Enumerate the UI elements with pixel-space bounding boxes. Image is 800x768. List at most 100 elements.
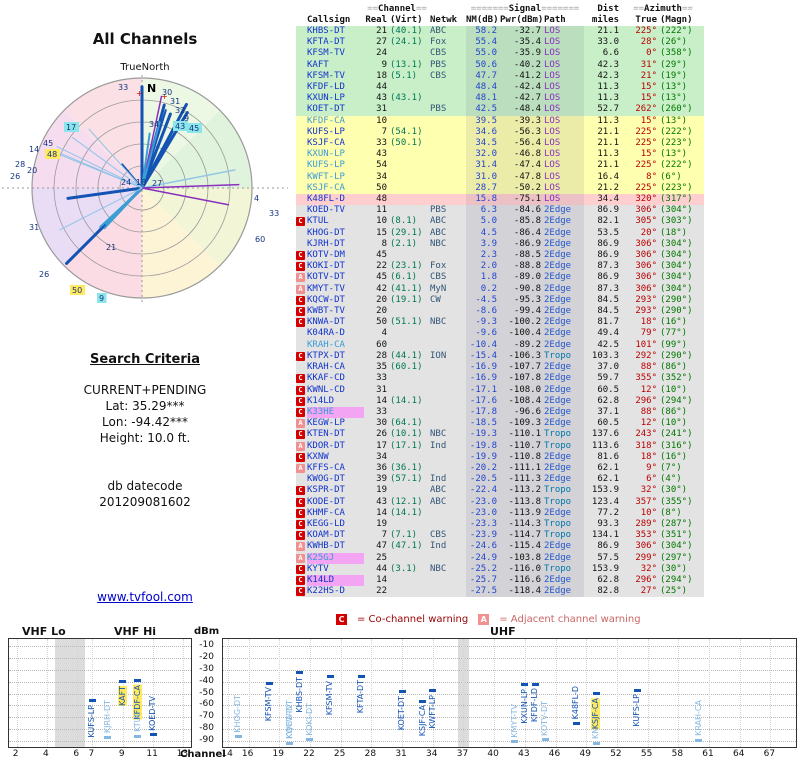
network-cell: Ind [430, 541, 447, 552]
callsign-link[interactable]: KFSM-TV [307, 48, 345, 59]
callsign-link[interactable]: KNWA-DT [307, 317, 345, 328]
x-tick-label: 19 [272, 749, 284, 759]
tvfool-site-link[interactable]: www.tvfool.com [97, 590, 193, 604]
callsign-link[interactable]: KODE-DT [307, 496, 345, 507]
signal-marker [398, 690, 406, 694]
path-cell: Tropo [544, 496, 584, 508]
real-channel-cell: 15 [376, 227, 387, 238]
table-row: KFDF-LD 44 48.4 -42.4 LOS 11.3 15° (13°) [296, 82, 704, 94]
path-cell: 2Edge [544, 406, 584, 419]
callsign-link[interactable]: K33HE [307, 406, 335, 417]
callsign-link[interactable]: KKAF-CD [307, 373, 345, 384]
col-true: True [635, 15, 657, 25]
callsign-link[interactable]: KTEN-DT [307, 429, 345, 440]
callsign-link[interactable]: KOAM-DT [307, 530, 345, 541]
distance-cell: 11.3 [597, 149, 619, 160]
callsign-link[interactable]: K14LD [307, 574, 335, 585]
callsign-link[interactable]: KAFT [307, 59, 329, 70]
callsign-link[interactable]: K48FL-D [307, 194, 345, 205]
virtual-channel-cell: (10.1) [390, 429, 423, 440]
callsign-link[interactable]: K25GJ [307, 552, 335, 563]
callsign-link[interactable]: KEGW-LP [307, 418, 345, 429]
real-channel-cell: 28 [376, 350, 387, 361]
callsign-link[interactable]: K04RA-D [307, 328, 345, 339]
callsign-link[interactable]: KFTA-DT [307, 37, 345, 48]
callsign-link[interactable]: KWFT-LP [307, 171, 345, 182]
callsign-link[interactable]: KOKI-DT [307, 261, 345, 272]
callsign-link[interactable]: KUFS-LP [307, 126, 345, 137]
signal-marker [531, 682, 539, 686]
callsign-cell: KJRH-DT [307, 239, 364, 250]
callsign-link[interactable]: KDOR-DT [307, 440, 345, 451]
callsign-link[interactable]: KFSM-TV [307, 70, 345, 81]
callsign-link[interactable]: KOET-DT [307, 104, 345, 115]
nm-db-cell: 48.4 [466, 82, 500, 94]
callsign-link[interactable]: KSPR-DT [307, 485, 345, 496]
network-cell [430, 519, 466, 530]
callsign-link[interactable]: KJRH-DT [307, 238, 345, 249]
callsign-link[interactable]: KWHB-DT [307, 541, 345, 552]
callsign-link[interactable]: KTPX-DT [307, 350, 345, 361]
table-row: KWOG-DT 39 (57.1) Ind -20.5 -111.3 2Edge… [296, 474, 704, 486]
callsign-link[interactable]: KOTV-DM [307, 250, 345, 261]
callsign-link[interactable]: KWNL-CD [307, 384, 345, 395]
azimuth-true-cell: 79° [640, 328, 657, 339]
callsign-link[interactable]: KXNW [307, 451, 329, 462]
pwr-dbm-cell: -110.1 [500, 429, 544, 441]
network-cell: CBS [430, 272, 447, 283]
callsign-link[interactable]: KMYT-TV [307, 283, 345, 294]
pwr-dbm-cell: -47.4 [500, 160, 544, 172]
azimuth-magnetic-cell: (351°) [660, 530, 693, 541]
callsign-link[interactable]: KRAH-CA [307, 339, 345, 350]
callsign-link[interactable]: KOED-TV [307, 205, 345, 216]
nm-db-cell: 2.3 [466, 250, 500, 262]
callsign-link[interactable]: KTUL [307, 216, 329, 227]
nm-db-cell: -22.4 [466, 485, 500, 497]
callsign-link[interactable]: KOTV-DT [307, 272, 345, 283]
callsign-link[interactable]: KSJF-CA [307, 138, 345, 149]
azimuth-magnetic-cell: (304°) [660, 541, 693, 552]
callsign-link[interactable]: KXUN-LP [307, 93, 345, 104]
callsign-link[interactable]: KHMF-CA [307, 507, 345, 518]
callsign-link[interactable]: KFDF-LD [307, 82, 345, 93]
callsign-link[interactable]: KHOG-DT [307, 227, 345, 238]
callsign-link[interactable]: KEGG-LD [307, 518, 345, 529]
co-channel-warning-badge: C [296, 318, 305, 328]
callsign-link[interactable]: KFFS-CA [307, 462, 345, 473]
table-row: C KNWA-DT 50 (51.1) NBC -9.3 -100.2 2Edg… [296, 317, 704, 329]
callsign-link[interactable]: K14LD [307, 395, 335, 406]
callsign-link[interactable]: KWOG-DT [307, 474, 345, 485]
callsign-link[interactable]: KYTV [307, 563, 329, 574]
pwr-dbm-cell: -42.7 [500, 93, 544, 105]
distance-cell: 11.3 [597, 82, 619, 93]
callsign-link[interactable]: K22HS-D [307, 586, 345, 597]
signal-marker [286, 741, 293, 745]
radar-label-highlight [70, 285, 85, 295]
azimuth-true-cell: 262° [635, 104, 657, 115]
true-north-label: TrueNorth [120, 62, 170, 73]
x-tick-label: 6 [73, 749, 80, 759]
gridline [739, 639, 741, 747]
table-row: C KOTV-DM 45 2.3 -88.5 2Edge 86.9 306° (… [296, 250, 704, 262]
azimuth-magnetic-cell: (25°) [660, 586, 688, 597]
path-cell: 2Edge [544, 294, 584, 307]
callsign-link[interactable]: KFDF-CA [307, 115, 345, 126]
callsign-link[interactable]: KRAH-CA [307, 362, 345, 373]
callsign-cell: K14LD [307, 396, 364, 407]
callsign-link[interactable]: KXUN-LP [307, 149, 345, 160]
path-cell: LOS [544, 138, 584, 150]
warning-cell: C [296, 508, 307, 519]
co-channel-warning-badge: C [296, 575, 305, 585]
nm-db-cell: 3.9 [466, 238, 500, 251]
callsign-cell: K14LD [307, 574, 364, 587]
azimuth-magnetic-cell: (316°) [660, 440, 693, 451]
callsign-link[interactable]: KQCW-DT [307, 294, 345, 305]
callsign-link[interactable]: KWBT-TV [307, 306, 345, 317]
callsign-link[interactable]: KUFS-LP [307, 160, 345, 171]
warning-cell [296, 48, 307, 59]
callsign-link[interactable]: KHBS-DT [307, 26, 345, 36]
callsign-link[interactable]: KSJF-CA [307, 182, 345, 193]
real-channel-cell: 31 [376, 384, 387, 395]
virtual-channel-cell: (44.1) [390, 350, 423, 361]
callsign-cell: KOET-DT [307, 104, 364, 115]
